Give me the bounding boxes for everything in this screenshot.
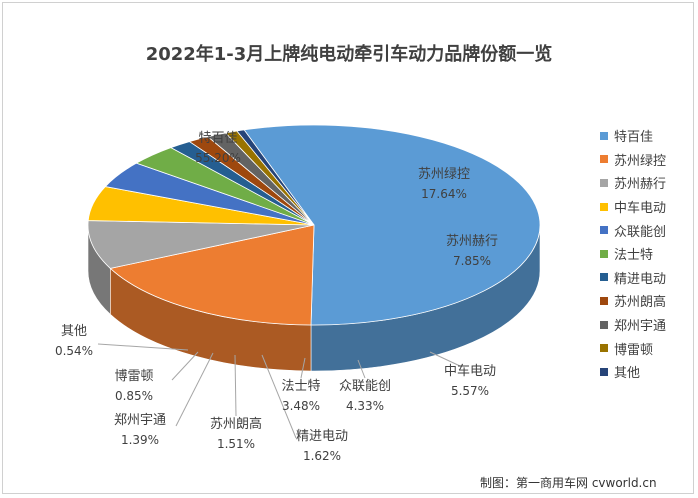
pie-slice-特百佳 [243,124,541,326]
slice-label-value-郑州宇通: 1.39% [121,433,159,447]
legend-swatch [600,344,608,353]
legend-swatch [600,367,608,376]
slice-label-name-其他: 其他 [61,324,87,339]
slice-label-value-精进电动: 1.62% [303,449,341,463]
legend-swatch [600,178,608,187]
leader-line-其他 [97,343,189,351]
legend-item: 苏州绿控 [600,148,666,172]
legend-label: 法士特 [614,248,654,264]
slice-label-value-中车电动: 5.57% [451,384,489,398]
slice-label-name-苏州赫行: 苏州赫行 [446,233,498,249]
leader-line-博雷顿 [171,351,199,381]
leader-line-苏州朗高 [234,354,237,417]
legend-label: 中车电动 [614,201,667,217]
slice-label-name-博雷顿: 博雷顿 [114,369,153,384]
legend-label: 苏州朗高 [614,295,667,311]
legend-label: 精进电动 [614,271,667,287]
leader-line-法士特 [300,357,306,379]
legend-label: 苏州赫行 [614,177,667,193]
pie-tops [87,124,541,326]
slice-label-name-苏州朗高: 苏州朗高 [210,416,262,432]
legend-swatch [600,249,608,258]
slice-label-value-苏州赫行: 7.85% [453,254,491,268]
credit-text: 制图：第一商用车网 cvworld.cn [480,476,657,490]
slice-label-value-法士特: 3.48% [282,399,320,413]
leader-line-中车电动 [429,351,461,367]
legend-item: 其他 [600,360,666,384]
legend-swatch [600,131,608,140]
legend-label: 特百佳 [614,130,654,146]
chart-title: 2022年1-3月上牌纯电动牵引车动力品牌份额一览 [145,44,553,65]
legend-item: 苏州朗高 [600,289,666,313]
legend-item: 苏州赫行 [600,171,666,195]
leader-line-精进电动 [261,354,297,439]
slice-label-name-特百佳: 特百佳 [198,131,237,146]
slice-label-name-苏州绿控: 苏州绿控 [418,166,470,182]
legend-item: 博雷顿 [600,336,666,360]
slice-label-value-博雷顿: 0.85% [115,389,153,403]
slice-label-value-特百佳: 55.20% [195,151,241,165]
leader-line-众联能创 [357,359,366,379]
slice-label-value-其他: 0.54% [55,344,93,358]
legend-label: 博雷顿 [614,342,654,358]
legend-item: 精进电动 [600,266,666,290]
legend-swatch [600,155,608,164]
legend-item: 中车电动 [600,195,666,219]
legend-label: 郑州宇通 [614,319,667,335]
legend-item: 法士特 [600,242,666,266]
legend-swatch [600,273,608,282]
slice-label-name-中车电动: 中车电动 [444,363,496,379]
slice-label-value-众联能创: 4.33% [346,399,384,413]
legend-swatch [600,202,608,211]
legend-item: 郑州宇通 [600,313,666,337]
legend: 特百佳苏州绿控苏州赫行中车电动众联能创法士特精进电动苏州朗高郑州宇通博雷顿其他 [600,124,666,384]
legend-swatch [600,320,608,329]
pie-labels: 特百佳 55.20% 苏州绿控 17.64% 苏州赫行 7.85% 中车电动 5.57% 众联能… [55,131,498,463]
pie-slice-苏州赫行 [87,220,315,269]
legend-item: 众联能创 [600,218,666,242]
slice-label-name-精进电动: 精进电动 [296,429,348,444]
slice-label-name-法士特: 法士特 [281,379,320,394]
slice-label-value-苏州绿控: 17.64% [421,187,467,201]
legend-swatch [600,296,608,305]
pie-leaders [97,343,461,439]
legend-item: 特百佳 [600,124,666,148]
slice-label-name-众联能创: 众联能创 [339,379,391,394]
pie-slice-其他 [236,129,315,226]
legend-label: 众联能创 [614,224,667,240]
legend-swatch [600,226,608,235]
pie-slice-苏州绿控 [109,224,315,326]
legend-label: 其他 [614,366,641,382]
slice-label-name-郑州宇通: 郑州宇通 [114,413,166,428]
slice-label-value-苏州朗高: 1.51% [217,437,255,451]
leader-line-郑州宇通 [175,352,214,427]
legend-label: 苏州绿控 [614,153,667,169]
